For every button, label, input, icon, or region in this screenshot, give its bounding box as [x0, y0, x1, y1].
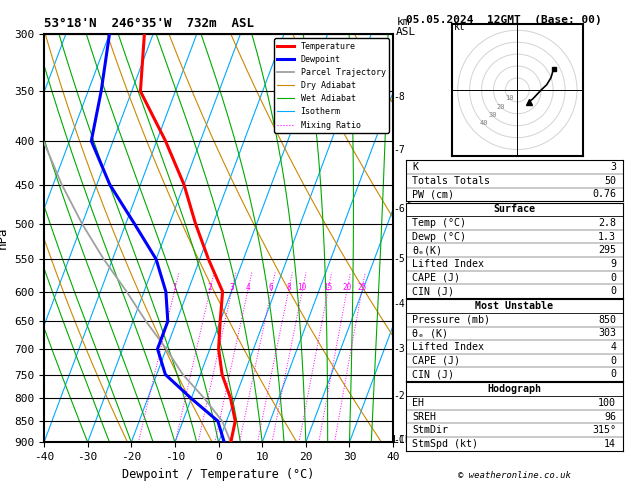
Text: 3: 3: [610, 162, 616, 172]
Text: 315°: 315°: [592, 425, 616, 435]
Text: 25: 25: [357, 282, 366, 292]
Text: Pressure (mb): Pressure (mb): [412, 315, 490, 325]
Text: km: km: [396, 17, 409, 27]
Text: 1.3: 1.3: [598, 232, 616, 242]
Text: PW (cm): PW (cm): [412, 190, 454, 199]
Text: Lifted Index: Lifted Index: [412, 342, 484, 352]
Text: StmSpd (kt): StmSpd (kt): [412, 439, 478, 449]
Text: 14: 14: [604, 439, 616, 449]
Text: 40: 40: [480, 121, 488, 126]
Text: 1: 1: [172, 282, 177, 292]
Text: 53°18'N  246°35'W  732m  ASL: 53°18'N 246°35'W 732m ASL: [44, 17, 254, 30]
Text: 20: 20: [496, 104, 505, 110]
Text: 2.8: 2.8: [598, 218, 616, 228]
Text: θₑ(K): θₑ(K): [412, 245, 442, 255]
Text: kt: kt: [454, 22, 466, 32]
Text: 4: 4: [245, 282, 250, 292]
Text: 0: 0: [610, 356, 616, 365]
Text: Surface: Surface: [493, 205, 535, 214]
Text: Temp (°C): Temp (°C): [412, 218, 466, 228]
Text: -5: -5: [393, 254, 405, 264]
Text: 0: 0: [610, 273, 616, 282]
Text: 15: 15: [323, 282, 333, 292]
Y-axis label: hPa: hPa: [0, 227, 9, 249]
Text: SREH: SREH: [412, 412, 437, 421]
Text: θₑ (K): θₑ (K): [412, 329, 448, 338]
Text: Most Unstable: Most Unstable: [475, 301, 554, 311]
Text: 2: 2: [208, 282, 212, 292]
X-axis label: Dewpoint / Temperature (°C): Dewpoint / Temperature (°C): [123, 468, 314, 481]
Text: -6: -6: [393, 204, 405, 214]
Text: Dewp (°C): Dewp (°C): [412, 232, 466, 242]
Text: CAPE (J): CAPE (J): [412, 273, 460, 282]
Text: ASL: ASL: [396, 27, 416, 37]
Text: 10: 10: [298, 282, 307, 292]
Text: CIN (J): CIN (J): [412, 286, 454, 296]
Text: 0: 0: [610, 286, 616, 296]
Text: 0.76: 0.76: [592, 190, 616, 199]
Text: Lifted Index: Lifted Index: [412, 259, 484, 269]
Text: 96: 96: [604, 412, 616, 421]
Legend: Temperature, Dewpoint, Parcel Trajectory, Dry Adiabat, Wet Adiabat, Isotherm, Mi: Temperature, Dewpoint, Parcel Trajectory…: [274, 38, 389, 133]
Text: Hodograph: Hodograph: [487, 384, 541, 394]
Text: -1: -1: [393, 435, 405, 445]
Text: CAPE (J): CAPE (J): [412, 356, 460, 365]
Text: 4: 4: [610, 342, 616, 352]
Text: Totals Totals: Totals Totals: [412, 176, 490, 186]
Text: LCL: LCL: [393, 435, 411, 445]
Text: EH: EH: [412, 398, 424, 408]
Text: 05.05.2024  12GMT  (Base: 00): 05.05.2024 12GMT (Base: 00): [406, 15, 601, 25]
Text: 3: 3: [229, 282, 234, 292]
Text: -4: -4: [393, 299, 405, 309]
Text: Mixing Ratio (g/kg): Mixing Ratio (g/kg): [409, 182, 419, 294]
Text: © weatheronline.co.uk: © weatheronline.co.uk: [458, 471, 571, 480]
Text: -7: -7: [393, 145, 405, 155]
Text: -8: -8: [393, 91, 405, 102]
Text: 20: 20: [342, 282, 352, 292]
Text: 10: 10: [504, 95, 513, 101]
Text: K: K: [412, 162, 418, 172]
Text: 30: 30: [488, 112, 496, 118]
Text: 295: 295: [598, 245, 616, 255]
Text: CIN (J): CIN (J): [412, 369, 454, 379]
Text: 303: 303: [598, 329, 616, 338]
Text: 0: 0: [610, 369, 616, 379]
Text: 6: 6: [269, 282, 274, 292]
Text: -3: -3: [393, 344, 405, 354]
Text: 850: 850: [598, 315, 616, 325]
Text: StmDir: StmDir: [412, 425, 448, 435]
Text: -2: -2: [393, 391, 405, 401]
Text: 9: 9: [610, 259, 616, 269]
Text: 8: 8: [286, 282, 291, 292]
Text: 50: 50: [604, 176, 616, 186]
Text: 100: 100: [598, 398, 616, 408]
